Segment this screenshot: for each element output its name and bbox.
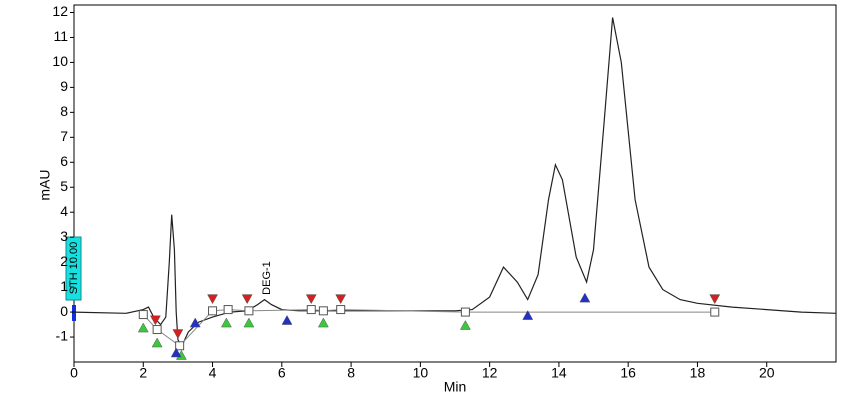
y-tick-label: 0 [60, 303, 68, 319]
y-tick-label: 2 [60, 253, 68, 269]
y-tick-label: 8 [60, 103, 68, 119]
event-marker [241, 294, 253, 305]
y-tick-label: 6 [60, 153, 68, 169]
event-marker [207, 294, 218, 305]
y-tick-label: -1 [56, 328, 69, 344]
x-tick-label: 0 [70, 365, 78, 381]
x-tick-label: 18 [690, 365, 706, 381]
event-marker [522, 310, 534, 320]
y-tick-label: 11 [53, 28, 68, 44]
peak-annotation: DEG-1 [261, 261, 273, 295]
baseline-point [138, 310, 148, 320]
baseline-point [318, 306, 328, 316]
baseline-point [223, 305, 233, 315]
threshold-marker [72, 305, 76, 321]
event-marker [220, 317, 232, 328]
y-tick-label: 1 [60, 278, 68, 294]
baseline-line [142, 309, 715, 347]
baseline-point [208, 306, 218, 316]
event-marker [281, 315, 293, 325]
event-marker [151, 337, 163, 348]
x-tick-label: 16 [620, 365, 636, 381]
baseline-point [460, 307, 470, 317]
event-marker [579, 292, 591, 303]
baseline-point [710, 307, 720, 317]
x-axis-label: Min [444, 379, 467, 395]
event-marker [243, 317, 255, 328]
trace-line [73, 17, 837, 349]
event-marker [189, 317, 201, 328]
y-tick-label: 12 [52, 3, 68, 19]
y-tick-label: 10 [52, 53, 68, 69]
x-tick-label: 12 [482, 365, 498, 381]
x-tick-label: 14 [551, 365, 567, 381]
y-axis-label: mAU [37, 169, 53, 200]
x-tick-label: 4 [209, 365, 217, 381]
baseline-point [306, 305, 316, 315]
event-marker [170, 347, 182, 358]
event-marker [459, 320, 471, 330]
event-marker [709, 294, 721, 305]
event-marker [335, 294, 347, 305]
y-tick-label: 5 [60, 178, 68, 194]
y-tick-label: 3 [60, 228, 68, 244]
baseline-point [152, 325, 162, 335]
x-tick-label: 10 [413, 365, 429, 381]
plot-frame [73, 4, 837, 363]
y-tick-label: 7 [60, 128, 68, 144]
threshold-label: STH 10.00 [68, 242, 80, 295]
x-tick-label: 8 [347, 365, 355, 381]
x-tick-label: 6 [278, 365, 286, 381]
x-tick-label: 2 [139, 365, 147, 381]
baseline-point [175, 341, 185, 351]
event-marker [172, 329, 184, 340]
baseline-point [336, 305, 346, 315]
x-tick-label: 20 [759, 365, 775, 381]
event-marker [317, 317, 329, 328]
event-marker [305, 294, 317, 305]
y-tick-label: 4 [60, 203, 68, 219]
baseline-point [244, 306, 254, 316]
event-marker [149, 315, 161, 326]
y-tick-label: 9 [60, 78, 68, 94]
event-marker [137, 322, 149, 333]
